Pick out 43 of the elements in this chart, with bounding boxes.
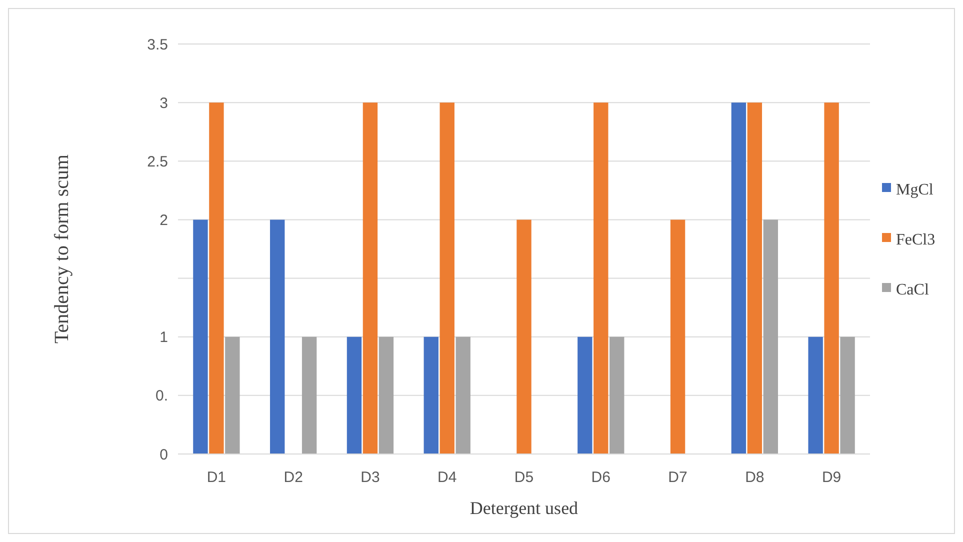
y-tick-label: 2.5 <box>147 153 168 170</box>
legend-label: MgCl <box>896 182 934 199</box>
y-tick-label: 0. <box>155 388 168 405</box>
y-tick-label: 2 <box>160 212 168 229</box>
bar <box>670 220 686 454</box>
bar <box>840 336 855 454</box>
bar <box>225 336 240 454</box>
x-tick-label: D4 <box>438 469 457 486</box>
legend-label: CaCl <box>896 282 930 299</box>
x-tick-label: D7 <box>668 469 688 486</box>
bar <box>424 336 438 454</box>
x-tick-label: D8 <box>745 469 764 486</box>
bar <box>362 102 378 454</box>
bar <box>824 102 839 454</box>
bar <box>610 336 624 454</box>
x-tick-label: D5 <box>514 469 534 486</box>
bar <box>516 220 532 454</box>
bar <box>747 102 762 454</box>
bar <box>763 220 778 454</box>
bar <box>731 102 746 454</box>
x-tick-label: D2 <box>284 469 303 486</box>
x-tick-label: D1 <box>206 469 226 486</box>
bar <box>302 336 317 454</box>
y-tick-label: 0 <box>160 446 168 464</box>
y-tick-label: 3 <box>160 94 168 112</box>
bar <box>378 336 394 454</box>
bar <box>808 336 823 454</box>
bar <box>440 102 454 454</box>
bar <box>209 102 224 454</box>
bar <box>346 336 362 454</box>
y-tick-label: 1 <box>160 329 168 346</box>
bar <box>456 336 470 454</box>
x-tick-label: D6 <box>591 469 610 486</box>
y-tick-label: 3.5 <box>147 36 168 54</box>
y-axis-title: Tendency to form scum <box>51 154 73 344</box>
legend-label: FeCl3 <box>896 232 936 249</box>
bar <box>594 102 608 454</box>
x-tick-label: D9 <box>822 469 842 486</box>
x-tick-label: D3 <box>360 469 380 486</box>
bar <box>578 336 592 454</box>
bar <box>193 220 208 454</box>
bar <box>270 220 285 454</box>
x-axis-title: Detergent used <box>470 498 578 518</box>
